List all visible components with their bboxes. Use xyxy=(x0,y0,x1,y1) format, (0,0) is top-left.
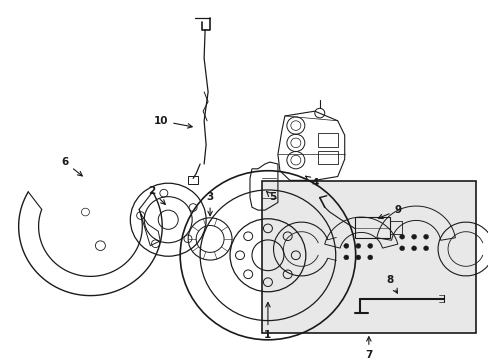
Circle shape xyxy=(399,246,404,251)
Text: 1: 1 xyxy=(264,302,271,340)
Text: 5: 5 xyxy=(266,192,276,202)
Circle shape xyxy=(399,234,404,239)
Text: 4: 4 xyxy=(305,176,318,188)
Text: 9: 9 xyxy=(378,205,401,219)
Circle shape xyxy=(367,255,372,260)
Circle shape xyxy=(343,255,348,260)
Circle shape xyxy=(423,246,427,251)
Circle shape xyxy=(343,243,348,248)
Circle shape xyxy=(355,255,360,260)
Circle shape xyxy=(355,243,360,248)
Bar xyxy=(354,217,389,238)
Text: 2: 2 xyxy=(148,186,165,204)
Circle shape xyxy=(367,243,372,248)
Circle shape xyxy=(411,246,416,251)
Bar xyxy=(261,180,475,333)
Text: 6: 6 xyxy=(61,157,82,176)
Text: 7: 7 xyxy=(365,337,372,360)
Bar xyxy=(317,150,337,164)
Text: 10: 10 xyxy=(153,116,192,128)
Circle shape xyxy=(423,234,427,239)
Bar xyxy=(389,221,401,234)
Bar xyxy=(317,133,337,147)
Text: 8: 8 xyxy=(385,275,397,293)
Bar xyxy=(188,176,198,184)
Text: 3: 3 xyxy=(206,193,213,216)
Circle shape xyxy=(411,234,416,239)
